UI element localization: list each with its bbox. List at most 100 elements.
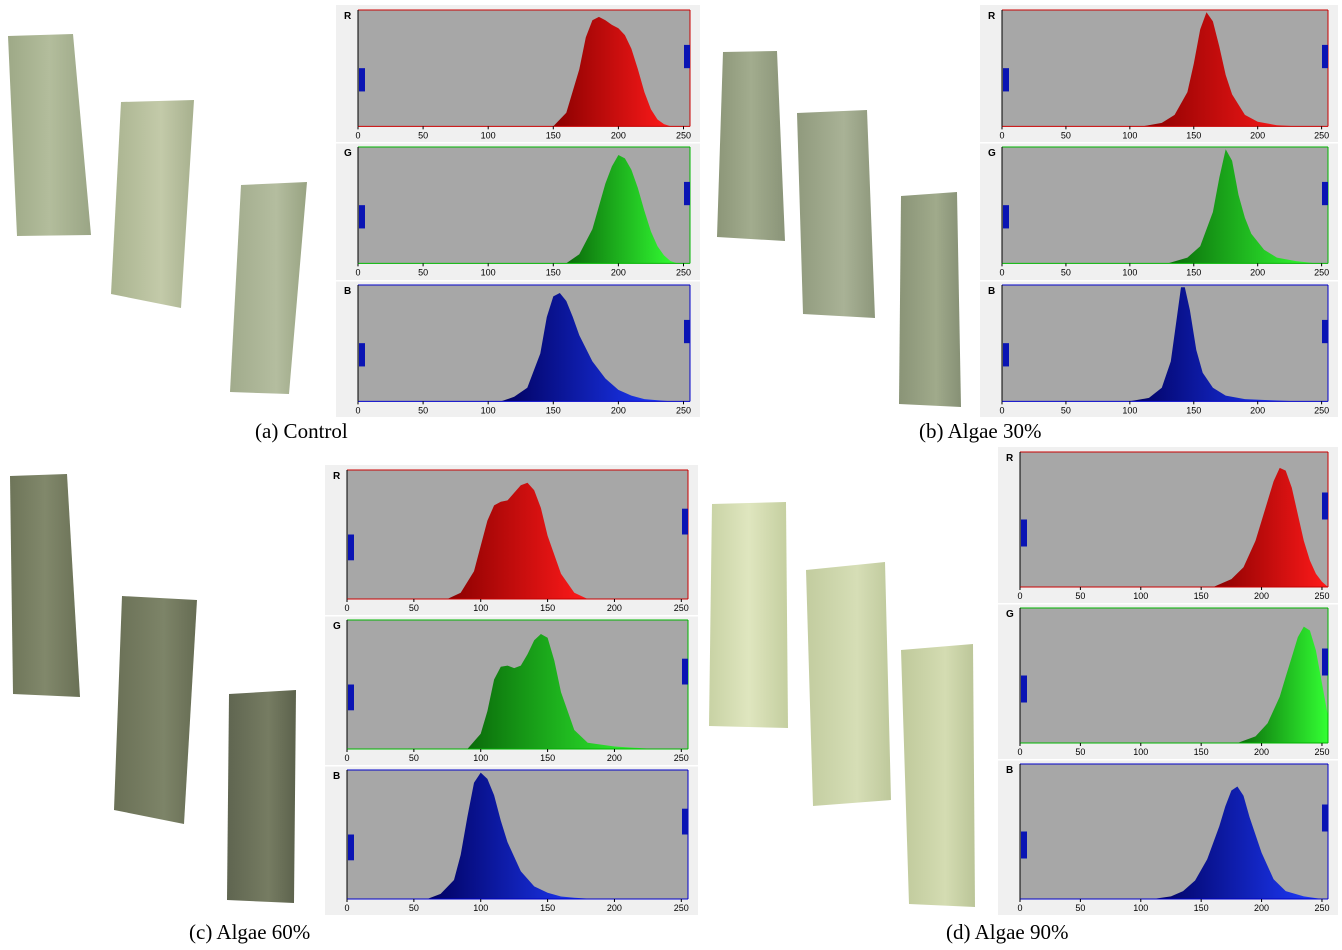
channel-letter: R: [333, 471, 341, 482]
x-tick-label: 200: [607, 903, 622, 913]
x-tick-label: 150: [546, 405, 561, 415]
x-tick-label: 0: [355, 405, 360, 415]
high-threshold-marker: [1322, 44, 1328, 69]
high-threshold-marker: [1322, 319, 1328, 343]
channel-letter: B: [988, 286, 995, 297]
x-tick-label: 100: [1122, 405, 1137, 415]
x-tick-label: 200: [1250, 405, 1265, 415]
low-threshold-marker: [359, 68, 365, 92]
x-tick-label: 100: [473, 903, 488, 913]
x-tick-label: 100: [1133, 747, 1148, 757]
x-tick-label: 150: [1186, 405, 1201, 415]
histogram-area-blue: [501, 292, 671, 401]
x-tick-label: 250: [676, 130, 691, 140]
channel-letter: B: [333, 771, 340, 782]
x-tick-label: 150: [546, 268, 561, 278]
x-tick-label: 250: [676, 268, 691, 278]
histogram-blue: B 0 50 100 150 200 250: [980, 279, 1338, 417]
high-threshold-marker: [682, 508, 688, 535]
x-tick-label: 0: [344, 603, 349, 613]
x-tick-label: 250: [1314, 268, 1329, 278]
histogram-red: R 0 50 100 150 200 250: [336, 5, 700, 143]
x-tick-label: 250: [1314, 747, 1329, 757]
x-tick-label: 250: [676, 405, 691, 415]
x-tick-label: 150: [1194, 747, 1209, 757]
histogram-area-blue: [427, 772, 595, 899]
histogram-area-red: [1142, 12, 1296, 127]
leaf-sample-1: [717, 51, 785, 241]
caption-control: (a) Control: [255, 419, 348, 443]
channel-letter: R: [344, 11, 352, 22]
histogram-area-red: [447, 482, 588, 599]
x-tick-label: 100: [1133, 591, 1148, 601]
high-threshold-marker: [1322, 492, 1328, 520]
low-threshold-marker: [1003, 68, 1009, 92]
histogram-blue: B 0 50 100 150 200 250: [325, 765, 698, 915]
low-threshold-marker: [348, 684, 354, 711]
x-tick-label: 200: [1254, 903, 1269, 913]
x-tick-label: 50: [418, 268, 428, 278]
x-tick-label: 200: [1254, 747, 1269, 757]
plot-area: [1020, 764, 1328, 899]
histogram-group-algae-30: R 0 50 100 150 200 250 G 0 50 100 150 200 250 B 0 50 100 1…: [980, 5, 1338, 417]
low-threshold-marker: [1003, 342, 1009, 367]
histogram-area-green: [1168, 149, 1316, 264]
low-threshold-marker: [1021, 831, 1027, 859]
x-tick-label: 200: [611, 268, 626, 278]
x-tick-label: 0: [999, 130, 1004, 140]
x-tick-label: 0: [999, 405, 1004, 415]
histogram-area-green: [467, 634, 655, 749]
channel-letter: R: [988, 11, 996, 22]
x-tick-label: 50: [1075, 903, 1085, 913]
x-tick-label: 50: [409, 903, 419, 913]
x-tick-label: 200: [607, 603, 622, 613]
x-tick-label: 0: [1017, 903, 1022, 913]
x-tick-label: 50: [1061, 268, 1071, 278]
channel-letter: G: [333, 621, 341, 632]
x-tick-label: 0: [344, 753, 349, 763]
high-threshold-marker: [684, 319, 690, 343]
x-tick-label: 150: [1186, 130, 1201, 140]
x-tick-label: 250: [1314, 405, 1329, 415]
x-tick-label: 250: [1314, 130, 1329, 140]
x-tick-label: 150: [1186, 268, 1201, 278]
caption-algae-90: (d) Algae 90%: [946, 920, 1069, 944]
low-threshold-marker: [359, 342, 365, 367]
histogram-group-control: R 0 50 100 150 200 250 G 0 50 100 150 200 250 B 0 50 100 1…: [336, 5, 700, 417]
x-tick-label: 50: [409, 753, 419, 763]
low-threshold-marker: [359, 205, 365, 229]
leaf-sample-3: [901, 644, 975, 907]
low-threshold-marker: [1003, 205, 1009, 229]
x-tick-label: 50: [1061, 405, 1071, 415]
x-tick-label: 50: [1075, 591, 1085, 601]
histogram-red: R 0 50 100 150 200 250: [980, 5, 1338, 143]
caption-algae-30: (b) Algae 30%: [919, 419, 1042, 443]
x-tick-label: 150: [540, 903, 555, 913]
x-tick-label: 0: [1017, 747, 1022, 757]
leaf-sample-3: [899, 192, 961, 407]
channel-letter: B: [344, 286, 351, 297]
x-tick-label: 0: [355, 130, 360, 140]
histogram-area-red: [1213, 467, 1328, 587]
high-threshold-marker: [1322, 804, 1328, 832]
leaf-sample-2: [797, 110, 875, 318]
low-threshold-marker: [1021, 519, 1027, 547]
high-threshold-marker: [682, 808, 688, 835]
channel-letter: R: [1006, 453, 1014, 464]
histogram-area-blue: [1129, 286, 1296, 401]
high-threshold-marker: [684, 44, 690, 69]
x-tick-label: 50: [1061, 130, 1071, 140]
x-tick-label: 100: [1122, 268, 1137, 278]
x-tick-label: 0: [355, 268, 360, 278]
histogram-green: G 0 50 100 150 200 250: [336, 142, 700, 280]
histogram-blue: B 0 50 100 150 200 250: [336, 279, 700, 417]
histogram-green: G 0 50 100 150 200 250: [980, 142, 1338, 280]
x-tick-label: 200: [1250, 268, 1265, 278]
high-threshold-marker: [684, 182, 690, 206]
x-tick-label: 150: [540, 753, 555, 763]
x-tick-label: 150: [1194, 591, 1209, 601]
low-threshold-marker: [1021, 675, 1027, 703]
channel-letter: G: [988, 148, 996, 159]
high-threshold-marker: [682, 658, 688, 685]
high-threshold-marker: [1322, 648, 1328, 676]
